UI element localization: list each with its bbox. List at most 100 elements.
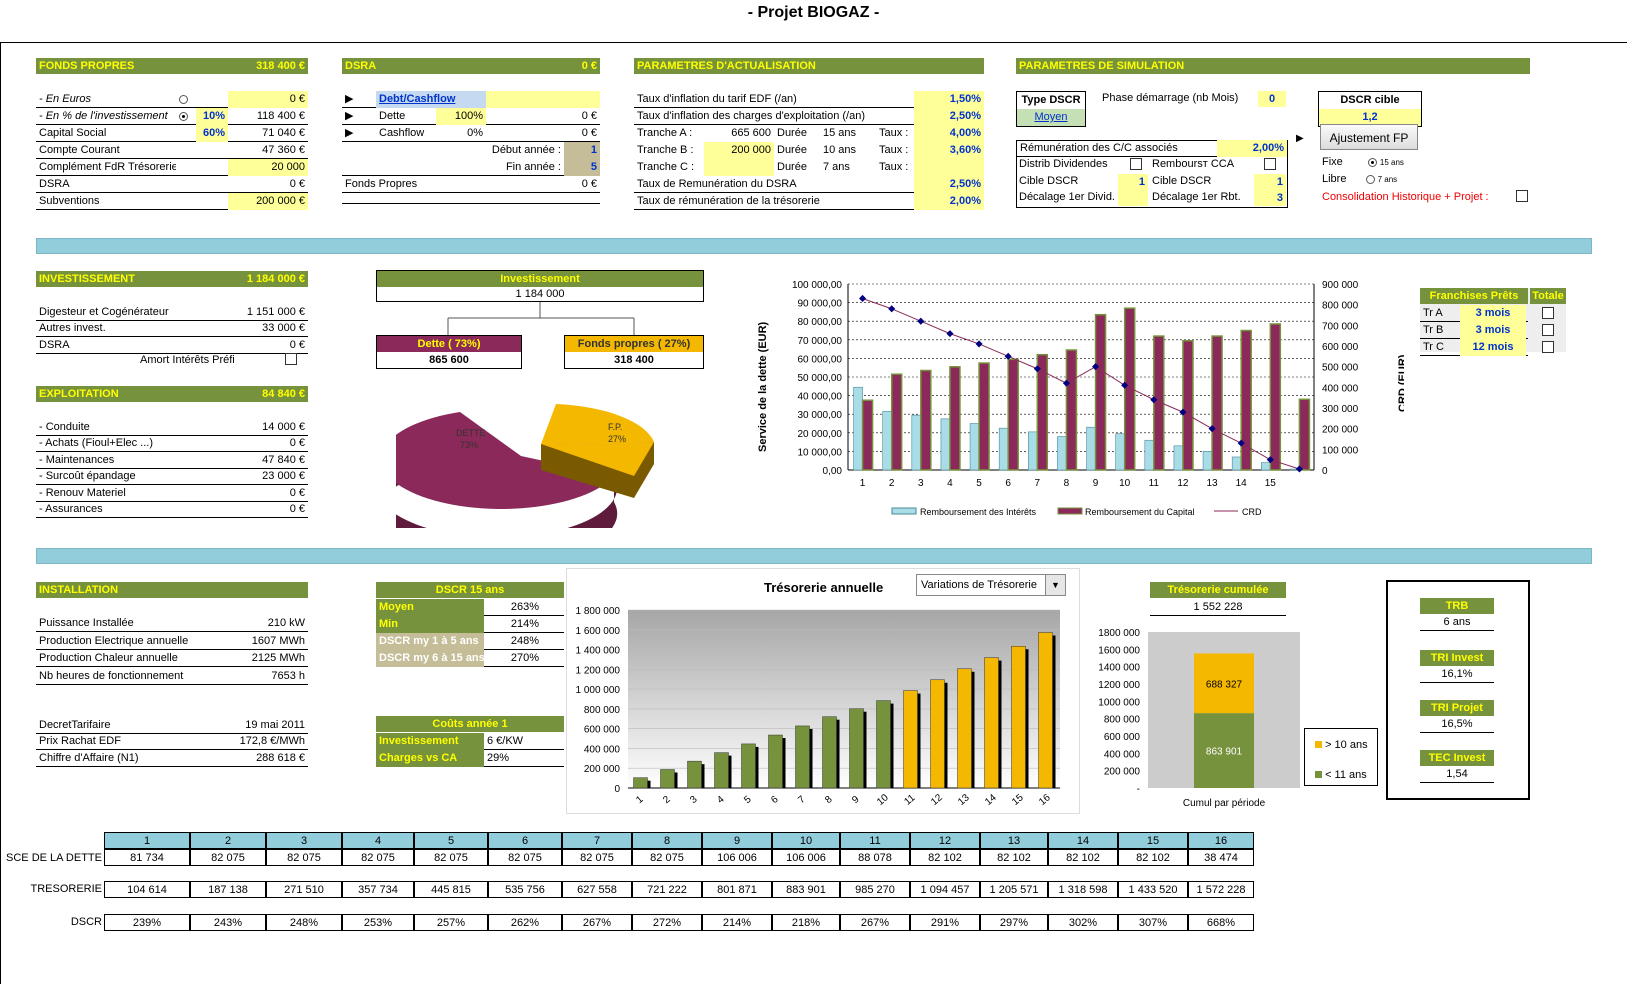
chevron-down-icon[interactable]: ▼ [1045, 575, 1065, 595]
x-tick-label: 14 [983, 792, 999, 808]
fixe-radio[interactable] [1367, 157, 1377, 167]
dscr15-row-label: Min [376, 616, 484, 633]
franchise-row: Tr C 12 mois [1420, 339, 1528, 356]
tranche-duree[interactable]: 10 ans [823, 144, 857, 156]
tranche-rate[interactable]: 4,00% [914, 125, 984, 142]
treso-dropdown[interactable]: Variations de Trésorerie ▼ [916, 574, 1066, 596]
franchise-totale-checkbox[interactable] [1542, 341, 1554, 354]
x-tick-label: 1 [634, 794, 646, 806]
crd-point [888, 305, 896, 313]
dsra-header: DSRA 0 € [342, 58, 600, 74]
tranche-amount[interactable]: 200 000 [704, 142, 774, 159]
libre-option[interactable]: Libre 7 ans [1322, 173, 1398, 185]
phase-input[interactable]: 0 [1258, 91, 1286, 107]
bar-interets [940, 418, 951, 471]
y2-tick-label: 400 000 [1322, 383, 1359, 394]
fonds-row-value: 118 400 € [256, 110, 305, 122]
fonds-row-pct[interactable]: 10% [196, 108, 228, 125]
ajustement-fp-button[interactable]: Ajustement FP [1320, 124, 1418, 150]
libre-radio[interactable] [1365, 174, 1375, 184]
debt-service-chart: 100 000,00 90 000,00 80 000,00 70 000,00 60 … [757, 280, 1404, 517]
duree-label: Durée [777, 127, 807, 139]
cca-box [1016, 140, 1288, 208]
tranche-rate[interactable]: 3,60% [914, 142, 984, 159]
tranche-amount[interactable]: 665 600 [731, 127, 771, 139]
table-col-header: 3 [266, 832, 342, 849]
x-tick-label: 2 [889, 478, 895, 489]
bar-capital [1123, 307, 1136, 471]
bar-capital [978, 362, 990, 471]
y2-tick-label: 900 000 [1322, 280, 1359, 291]
crd-point [1004, 352, 1012, 360]
franchise-value[interactable]: 3 mois [1460, 305, 1526, 322]
fonds-radio[interactable] [179, 111, 188, 121]
actu-row-treso: Taux de rémunération de la trésorerie 2,0… [634, 193, 984, 210]
fonds-row-label: DSRA [39, 178, 70, 190]
cible2-input[interactable]: 1 [1254, 174, 1286, 190]
rembourst-checkbox[interactable] [1264, 158, 1276, 171]
x-tick-label: 14 [1236, 478, 1248, 489]
tarif-row-label: DecretTarifaire [39, 719, 111, 731]
bar-interets [1261, 462, 1271, 471]
treso-bar [1011, 645, 1026, 789]
cible1-input[interactable]: 1 [1118, 174, 1148, 190]
table-cell: 257% [414, 914, 488, 931]
table-cell: 801 871 [702, 881, 772, 898]
table-cell: 88 078 [840, 849, 910, 866]
fonds-row-value[interactable]: 200 000 € [228, 193, 308, 210]
y-tick-label: 50 000,00 [798, 373, 843, 384]
fonds-row-pct [196, 193, 228, 210]
franchise-value[interactable]: 12 mois [1460, 339, 1526, 356]
amort-checkbox[interactable] [285, 353, 297, 366]
conso-checkbox[interactable] [1516, 190, 1528, 203]
invest-row-value: 0 € [289, 338, 305, 351]
kpi-label: TEC Invest [1420, 750, 1494, 766]
fonds-radio[interactable] [179, 94, 188, 104]
fonds-row-label: Complément FdR Trésorerie [39, 161, 176, 173]
x-tick-label: 2 [661, 794, 673, 806]
debt-cashflow-link[interactable]: Debt/Cashflow [376, 91, 486, 108]
exploit-row-label: - Surcoût épandage [39, 470, 136, 483]
type-dscr-select[interactable]: Moyen [1017, 109, 1085, 126]
bar-capital [1036, 353, 1049, 471]
fonds-row-pct[interactable]: 60% [196, 125, 228, 142]
dscr15-row-label: DSCR my 6 à 15 ans [376, 650, 484, 667]
franchise-totale-checkbox[interactable] [1542, 324, 1554, 337]
tranche-duree[interactable]: 15 ans [823, 127, 857, 139]
franchise-value[interactable]: 3 mois [1460, 322, 1526, 339]
table-cell: 668% [1188, 914, 1254, 931]
franchise-totale-checkbox[interactable] [1542, 307, 1554, 320]
crd-line [862, 297, 1300, 470]
cible1-label: Cible DSCR [1019, 175, 1079, 187]
dsra-link-row: ▶ Debt/Cashflow [342, 91, 600, 108]
tranche-duree[interactable]: 7 ans [823, 161, 850, 173]
fonds-row: DSRA 0 € [36, 176, 308, 193]
exploit-row-label: - Assurances [39, 503, 103, 515]
table-col-header: 10 [772, 832, 840, 849]
decal1-input[interactable] [1118, 190, 1148, 206]
fixe-option[interactable]: Fixe 15 ans [1322, 156, 1404, 168]
tarif-row: Prix Rachat EDF 172,8 €/MWh [36, 733, 308, 751]
y-tick-label: 600 000 [584, 725, 621, 736]
distrib-checkbox[interactable] [1130, 158, 1142, 171]
franchise-row: Tr A 3 mois [1420, 305, 1528, 322]
decal2-input[interactable]: 3 [1254, 190, 1286, 206]
franchises-header: Franchises Prêts [1420, 288, 1528, 304]
fonds-row-value[interactable]: 0 € [228, 91, 308, 108]
table-col-header: 9 [702, 832, 772, 849]
y-tick-label: 0 [614, 784, 620, 795]
tranche-rate[interactable] [914, 159, 984, 176]
table-cell: 1 318 598 [1048, 881, 1118, 898]
couts-row: Charges vs CA 29% [376, 750, 564, 767]
tranche-amount[interactable] [704, 159, 774, 176]
y-tick-label: 70 000,00 [798, 336, 843, 347]
bar-interets [1086, 426, 1096, 471]
fonds-row-label: Subventions [39, 195, 100, 207]
table-cell: 243% [190, 914, 266, 931]
dscr-cible-input[interactable]: 1,2 [1319, 109, 1421, 126]
bar-interets [1144, 439, 1155, 471]
y-tick-label: 1600 000 [1098, 645, 1140, 656]
cumul-total: 1 552 228 [1150, 599, 1286, 616]
fonds-row-value[interactable]: 20 000 [228, 159, 308, 176]
x-tick-label: 3 [918, 478, 924, 489]
